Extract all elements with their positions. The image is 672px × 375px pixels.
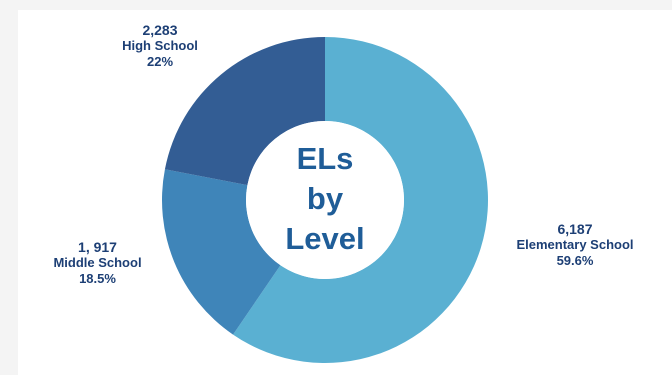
data-label-elementary-school: 6,187 Elementary School 59.6%: [495, 221, 655, 269]
donut-slices: [161, 36, 488, 363]
slice-high: [164, 36, 325, 186]
elementary-school-count: 6,187: [557, 221, 593, 237]
chart-title-line-3: Level: [285, 221, 365, 256]
middle-school-percent: 18.5%: [79, 271, 116, 286]
middle-school-name: Middle School: [53, 255, 142, 270]
data-label-high-school: 2,283 High School 22%: [100, 22, 220, 70]
data-label-middle-school: 1, 917 Middle School 18.5%: [35, 239, 160, 287]
middle-school-count: 1, 917: [78, 239, 117, 255]
chart-title: ELs by Level: [255, 139, 395, 259]
elementary-school-name: Elementary School: [516, 237, 634, 252]
slice-middle: [161, 169, 281, 335]
elementary-school-percent: 59.6%: [556, 253, 594, 268]
high-school-percent: 22%: [146, 54, 174, 69]
chart-title-line-1: ELs: [296, 141, 354, 176]
chart-title-line-2: by: [306, 181, 344, 216]
high-school-name: High School: [122, 38, 198, 53]
slice-elementary: [233, 37, 488, 363]
donut-hole: [246, 121, 404, 279]
high-school-count: 2,283: [142, 22, 178, 38]
